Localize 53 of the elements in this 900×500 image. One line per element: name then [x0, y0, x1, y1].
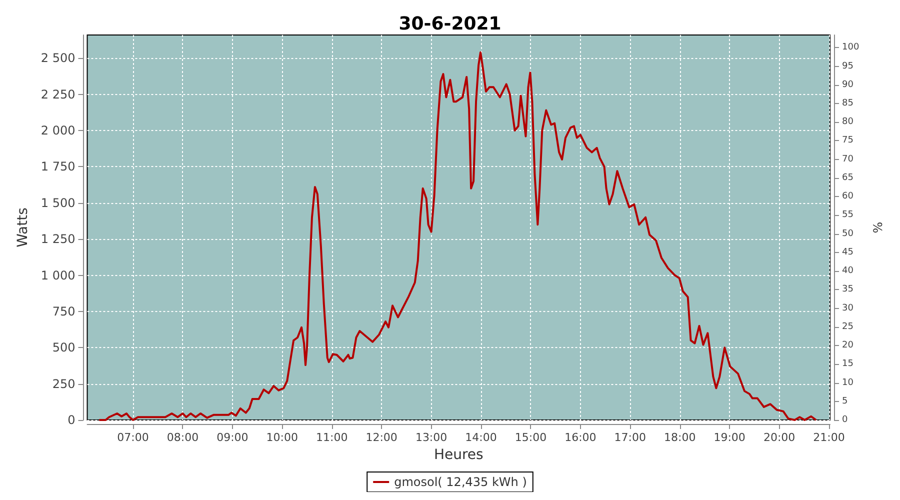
y2-tick-label: 15 [842, 359, 854, 370]
y2-tick-label: 90 [842, 80, 854, 90]
y2-tick-label: 10 [842, 378, 854, 388]
y-tick-label: 1 750 [40, 160, 76, 174]
y2-tick-label: 30 [842, 303, 854, 314]
x-tick-label: 16:00 [564, 431, 596, 444]
y-tick-label: 1 000 [40, 268, 76, 282]
y-tick-label: 1 500 [40, 196, 76, 210]
x-tick-label: 07:00 [117, 431, 149, 444]
chart-title: 30-6-2021 [398, 14, 502, 34]
x-tick-label: 11:00 [316, 431, 348, 444]
y2-tick-label: 5 [842, 396, 848, 406]
y2-tick-label: 20 [842, 340, 854, 351]
x-tick-label: 19:00 [714, 431, 746, 444]
x-tick-label: 17:00 [614, 431, 646, 444]
x-axis-title: Heures [434, 446, 484, 463]
y-axis-title: Watts [15, 208, 31, 248]
y2-tick-label: 100 [842, 42, 860, 53]
y-tick-label: 1 250 [40, 232, 76, 246]
legend-label: gmosol( 12,435 kWh ) [394, 475, 527, 489]
y2-tick-label: 75 [842, 136, 854, 146]
y-tick-label: 0 [68, 413, 76, 427]
y2-tick-label: 45 [842, 247, 854, 258]
y2-tick-label: 0 [842, 415, 848, 425]
line-series [98, 51, 818, 421]
y-tick-label: 2 000 [40, 124, 76, 138]
y-tick-label: 2 500 [40, 51, 76, 66]
x-tick-label: 21:00 [813, 431, 845, 444]
y-tick-label: 250 [52, 376, 76, 391]
x-tick-label: 12:00 [366, 431, 398, 444]
x-tick-label: 14:00 [465, 431, 497, 444]
y2-tick-label: 35 [842, 284, 854, 295]
x-tick-label: 13:00 [415, 431, 448, 444]
y2-tick-label: 95 [842, 61, 854, 72]
x-tick-label: 10:00 [266, 431, 298, 444]
y2-tick-label: 60 [842, 192, 854, 202]
y2-axis-title: % [871, 222, 885, 234]
y-tick-label: 500 [52, 340, 76, 355]
y-tick-label: 750 [52, 304, 76, 318]
x-tick-label: 09:00 [216, 431, 248, 444]
y2-tick-label: 25 [842, 322, 854, 332]
x-tick-label: 15:00 [514, 431, 547, 444]
x-tick-label: 20:00 [763, 431, 796, 444]
y2-tick-label: 80 [842, 117, 854, 128]
y-tick-label: 2 250 [40, 87, 76, 102]
y2-tick-label: 85 [842, 98, 854, 109]
y2-tick-label: 70 [842, 154, 854, 164]
x-tick-label: 18:00 [664, 431, 696, 444]
y2-tick-label: 40 [842, 266, 854, 276]
x-tick-label: 08:00 [166, 431, 199, 444]
y2-tick-label: 65 [842, 172, 854, 183]
y2-tick-label: 55 [842, 210, 854, 220]
y2-tick-label: 50 [842, 228, 854, 239]
